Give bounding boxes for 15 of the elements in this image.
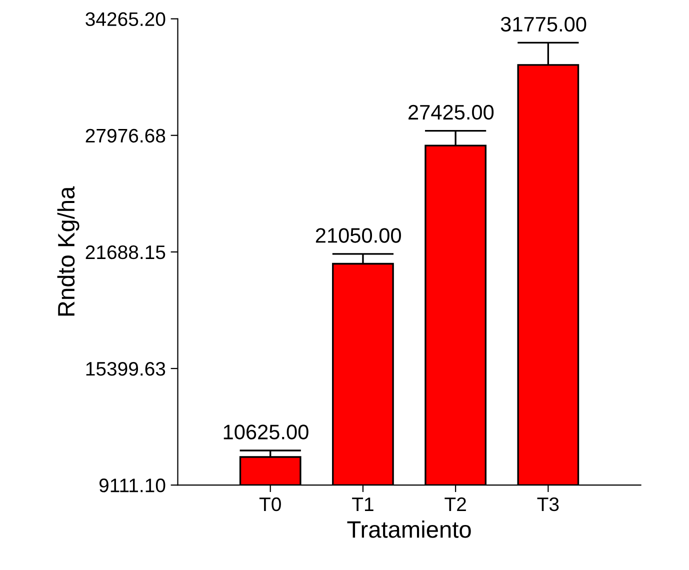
- data-label: 31775.00: [500, 16, 586, 32]
- x-axis-title: Tratamiento: [347, 520, 471, 538]
- x-tick-label: T1: [352, 498, 374, 511]
- data-label: 21050.00: [316, 228, 401, 243]
- data-label: 10625.00: [224, 424, 308, 440]
- y-tick-label: 34265.20: [86, 12, 166, 26]
- x-tick-label: T0: [259, 497, 281, 512]
- y-tick-label: 27976.68: [86, 128, 166, 143]
- x-tick-label: T2: [444, 497, 466, 511]
- y-tick-label: 9111.10: [99, 478, 166, 492]
- y-tick-label: 15399.63: [86, 362, 166, 376]
- y-tick-label: 21688.15: [86, 245, 166, 260]
- y-axis-title: Rndto Kg/ha: [57, 186, 80, 316]
- data-label: 27425.00: [408, 104, 494, 120]
- x-tick-label: T3: [537, 497, 559, 512]
